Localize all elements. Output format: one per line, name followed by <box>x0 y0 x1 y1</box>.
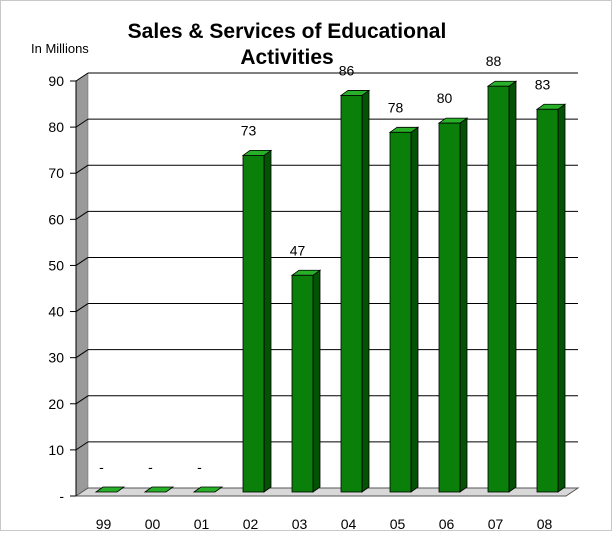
bar-side <box>459 117 468 493</box>
data-label: 47 <box>290 242 306 258</box>
bar <box>438 122 461 493</box>
data-label: - <box>197 459 202 475</box>
bar-side <box>508 80 517 493</box>
bar-flat <box>192 486 224 493</box>
bar-side <box>361 89 370 493</box>
y-tick-label: 70 <box>48 165 64 181</box>
chart-title-line-2: Activities <box>240 46 333 69</box>
x-tick-label: 01 <box>194 516 210 530</box>
y-tick-label: 20 <box>48 396 64 412</box>
bar <box>536 108 559 493</box>
y-tick-label: 50 <box>48 257 64 273</box>
x-tick-label: 03 <box>292 516 308 530</box>
y-tick-label: 80 <box>48 119 64 135</box>
data-label: - <box>99 459 104 475</box>
bar <box>389 131 412 493</box>
bar-flat <box>143 486 175 493</box>
gridline-diagonal <box>75 210 89 220</box>
x-tick-label: 99 <box>96 516 112 530</box>
x-tick-label: 08 <box>537 516 553 530</box>
x-tick-label: 07 <box>488 516 504 530</box>
data-label: 88 <box>486 53 502 69</box>
bar-side <box>557 103 566 493</box>
y-tick-label: 10 <box>48 442 64 458</box>
y-tick-label: - <box>59 488 64 504</box>
bar <box>242 154 265 493</box>
gridline-diagonal <box>75 164 89 174</box>
data-label: 83 <box>535 76 551 92</box>
x-tick-label: 05 <box>390 516 406 530</box>
data-label: 73 <box>241 122 257 138</box>
data-label: - <box>148 459 153 475</box>
side-wall <box>75 72 89 497</box>
gridline-diagonal <box>75 72 89 82</box>
bar-flat <box>94 486 126 493</box>
gridline-diagonal <box>75 349 89 359</box>
bar-side <box>410 126 419 493</box>
bar <box>487 85 510 493</box>
x-tick-label: 00 <box>145 516 161 530</box>
y-tick-label: 90 <box>48 73 64 89</box>
gridline-diagonal <box>75 257 89 266</box>
bar-side <box>263 149 272 493</box>
y-tick-label: 30 <box>48 350 64 366</box>
bar <box>340 95 363 493</box>
data-label: 78 <box>388 99 404 115</box>
x-tick-label: 06 <box>439 516 455 530</box>
x-tick-label: 02 <box>243 516 259 530</box>
plot-area: - 10 20 30 40 50 60 70 80 90 - 99 - 00 - 01 73 02 47 03 86 04… <box>48 53 580 532</box>
y-tick-label: 40 <box>48 304 64 320</box>
gridline-diagonal <box>75 441 89 451</box>
data-label: 80 <box>437 90 453 106</box>
gridline-diagonal <box>75 118 89 128</box>
data-label: 86 <box>339 62 355 78</box>
bar <box>291 274 314 493</box>
gridline-diagonal <box>75 303 89 312</box>
bar-side <box>312 269 321 493</box>
y-axis-label: In Millions <box>31 41 89 56</box>
chart-title-line-1: Sales & Services of Educational <box>128 20 447 43</box>
x-tick-label: 04 <box>341 516 357 530</box>
y-tick-label: 60 <box>48 211 64 227</box>
gridline-diagonal <box>75 395 89 405</box>
